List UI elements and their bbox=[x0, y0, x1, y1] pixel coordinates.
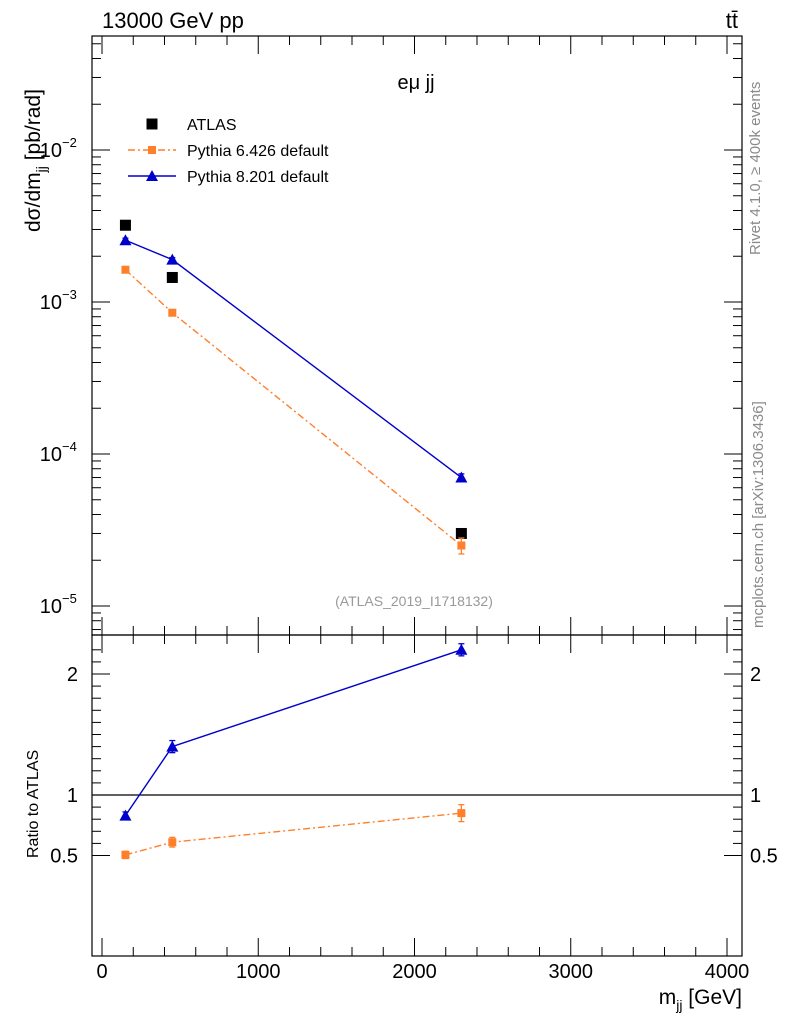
main-series-group bbox=[119, 219, 468, 555]
data-point-square bbox=[457, 809, 466, 818]
data-point-square bbox=[455, 527, 467, 539]
y-tick-label: 10 bbox=[40, 596, 62, 618]
y-tick-label: 10 bbox=[40, 140, 62, 162]
ratio-y-tick-label-left: 2 bbox=[67, 664, 78, 686]
main-axis-ticks: 10−210−310−410−5 bbox=[40, 36, 742, 635]
data-point-triangle bbox=[146, 170, 158, 181]
analysis-id: (ATLAS_2019_I1718132) bbox=[335, 593, 493, 609]
legend-entry-label: ATLAS bbox=[187, 117, 237, 134]
y-tick-label: 10 bbox=[40, 444, 62, 466]
x-tick-label: 3000 bbox=[549, 961, 594, 983]
ratio-y-tick-label-right: 0.5 bbox=[750, 846, 778, 868]
x-tick-label: 2000 bbox=[392, 961, 437, 983]
y-tick-exponent: −5 bbox=[62, 591, 77, 606]
x-tick-label: 1000 bbox=[236, 961, 281, 983]
series-line bbox=[125, 812, 462, 856]
data-point-square bbox=[168, 308, 177, 317]
main-y-axis-label: dσ/dmjj [pb/rad] bbox=[22, 89, 49, 232]
y-tick-exponent: −2 bbox=[62, 135, 77, 150]
y-tick-exponent: −3 bbox=[62, 287, 77, 302]
y-tick-exponent: −4 bbox=[62, 439, 77, 454]
ratio-axis-ticks: 0.5 0.5 1 1 2 2 0 1000 2000 3000 4000 bbox=[50, 635, 778, 983]
ratio-y-tick-label-left: 0.5 bbox=[50, 846, 78, 868]
data-point-triangle bbox=[166, 740, 179, 752]
data-point-triangle bbox=[455, 643, 468, 655]
data-point-square bbox=[457, 541, 466, 550]
rivet-version-label: Rivet 4.1.0, ≥ 400k events bbox=[747, 82, 764, 255]
legend-entry-label: Pythia 6.426 default bbox=[187, 143, 329, 160]
data-point-square bbox=[121, 265, 130, 274]
ratio-y-tick-label-right: 1 bbox=[750, 785, 761, 807]
data-point-square bbox=[168, 838, 177, 847]
data-point-triangle bbox=[119, 809, 132, 821]
panel-title: eμ jj bbox=[397, 72, 434, 94]
ratio-series-group bbox=[119, 643, 468, 860]
series-line bbox=[124, 649, 462, 816]
data-point-square bbox=[148, 146, 156, 154]
energy-label: 13000 GeV pp bbox=[102, 8, 244, 33]
data-point-triangle bbox=[166, 253, 179, 265]
legend-entry-label: Pythia 8.201 default bbox=[187, 169, 329, 186]
ratio-y-axis-label: Ratio to ATLAS bbox=[25, 750, 42, 858]
x-tick-label: 4000 bbox=[705, 961, 750, 983]
process-label: tt̄ bbox=[726, 8, 738, 33]
mcplots-reference-label: mcplots.cern.ch [arXiv:1306.3436] bbox=[750, 401, 767, 628]
data-point-triangle bbox=[455, 471, 468, 483]
data-point-square bbox=[119, 219, 131, 231]
x-axis-label: mjj [GeV] bbox=[659, 986, 742, 1013]
data-point-square bbox=[166, 271, 178, 283]
ratio-y-tick-label-right: 2 bbox=[750, 664, 761, 686]
y-tick-label: 10 bbox=[40, 292, 62, 314]
x-tick-label: 0 bbox=[96, 961, 107, 983]
ratio-y-tick-label-left: 1 bbox=[67, 785, 78, 807]
data-point-triangle bbox=[119, 234, 132, 246]
axis-labels: dσ/dmjj [pb/rad] Ratio to ATLAS mjj [GeV] bbox=[22, 89, 742, 1013]
data-point-square bbox=[146, 118, 158, 130]
data-point-square bbox=[121, 850, 130, 859]
legend: ATLAS Pythia 6.426 default Pythia 8.201 de… bbox=[128, 117, 329, 186]
